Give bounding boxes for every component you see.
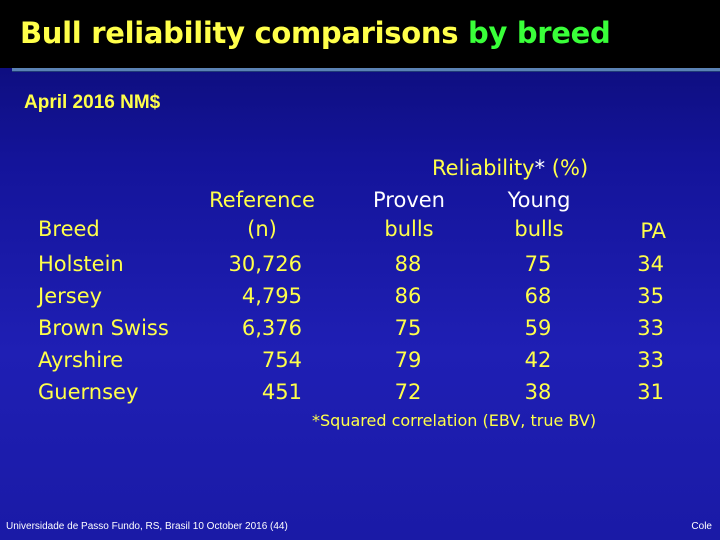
reliability-star: * [534, 156, 546, 180]
cell-reference: 30,726 [228, 252, 302, 276]
header-proven-line1: Proven [373, 188, 445, 212]
title-main: Bull reliability comparisons [20, 16, 459, 50]
reliability-label: Reliability [432, 156, 535, 180]
cell-pa: 33 [637, 348, 664, 372]
cell-breed: Guernsey [38, 380, 139, 404]
cell-pa: 34 [637, 252, 664, 276]
cell-breed: Holstein [38, 252, 124, 276]
reliability-unit: (%) [551, 156, 589, 180]
footer-event-info: Universidade de Passo Fundo, RS, Brasil … [6, 521, 288, 532]
cell-reference: 4,795 [241, 284, 302, 308]
title-highlight: by breed [467, 16, 611, 50]
title-divider [12, 68, 720, 71]
header-reference-line2: (n) [247, 217, 277, 241]
cell-reference: 451 [261, 380, 302, 404]
cell-breed: Jersey [38, 284, 103, 308]
cell-proven: 72 [394, 380, 422, 404]
cell-proven: 86 [394, 284, 422, 308]
cell-reference: 6,376 [241, 316, 302, 340]
cell-breed: Ayrshire [38, 348, 124, 372]
footer-author: Cole [691, 521, 712, 532]
title-divider-shadow [12, 71, 720, 72]
slide-subtitle: April 2016 NM$ [24, 92, 161, 113]
cell-young: 42 [524, 348, 552, 372]
slide-title: Bull reliability comparisons by breed [20, 16, 611, 50]
header-young-line2: bulls [514, 217, 564, 241]
cell-young: 75 [524, 252, 552, 276]
title-bar [0, 0, 720, 68]
cell-young: 68 [524, 284, 552, 308]
footnote: *Squared correlation (EBV, true BV) [312, 411, 597, 430]
cell-pa: 35 [637, 284, 664, 308]
cell-proven: 79 [394, 348, 422, 372]
cell-young: 38 [524, 380, 552, 404]
reliability-header: Reliability* (%) [432, 154, 588, 182]
header-reference-line1: Reference [209, 188, 315, 212]
cell-proven: 88 [394, 252, 422, 276]
header-pa: PA [640, 219, 666, 243]
cell-young: 59 [524, 316, 552, 340]
cell-pa: 31 [637, 380, 664, 404]
header-breed: Breed [38, 217, 100, 241]
cell-pa: 33 [637, 316, 664, 340]
header-young-line1: Young [507, 188, 571, 212]
cell-breed: Brown Swiss [38, 316, 169, 340]
header-proven-line2: bulls [384, 217, 434, 241]
cell-proven: 75 [394, 316, 422, 340]
cell-reference: 754 [261, 348, 302, 372]
